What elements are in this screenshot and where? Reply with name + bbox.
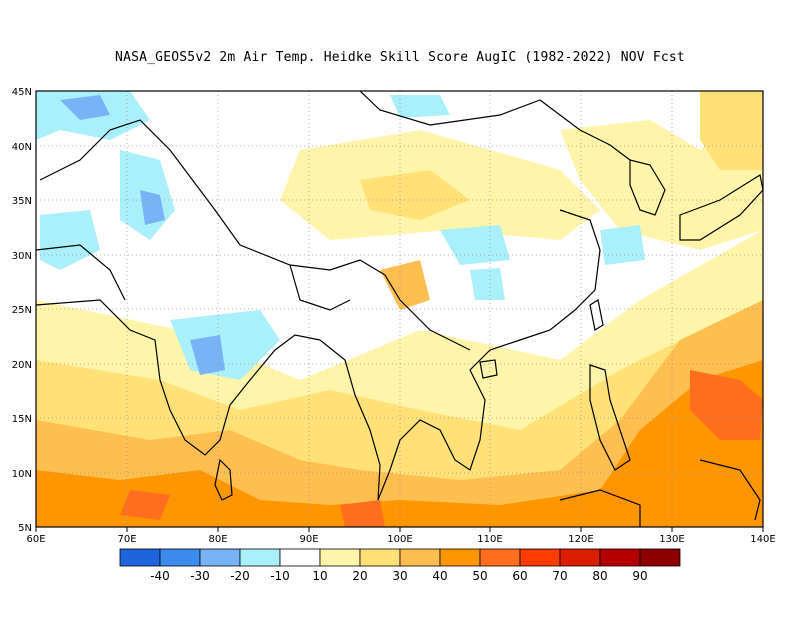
colorbar-swatch [439, 548, 481, 567]
lon-label: 130E [659, 534, 684, 545]
lat-label: 25N [12, 305, 32, 316]
tick-marks [35, 527, 764, 532]
colorbar-swatch [279, 548, 321, 567]
colorbar-swatch [559, 548, 601, 567]
colorbar-label: 90 [632, 569, 647, 583]
colorbar-label: -10 [270, 569, 290, 583]
colorbar-swatch [319, 548, 361, 567]
lon-label: 100E [387, 534, 412, 545]
colorbar-swatch [239, 548, 281, 567]
colorbar: -40 -30 -20 -10 10 20 30 40 50 60 70 80 90 [119, 548, 681, 583]
colorbar-swatch [399, 548, 441, 567]
map-title: NASA_GEOS5v2 2m Air Temp. Heidke Skill S… [115, 50, 685, 65]
lat-label: 15N [12, 414, 32, 425]
lon-label: 90E [299, 534, 318, 545]
colorbar-label: 20 [352, 569, 367, 583]
lat-label: 45N [12, 87, 32, 98]
lon-label: 70E [117, 534, 136, 545]
colorbar-swatch [199, 548, 241, 567]
colorbar-label: 60 [512, 569, 527, 583]
lon-label: 110E [477, 534, 502, 545]
colorbar-label: 70 [552, 569, 567, 583]
colorbar-swatch [599, 548, 641, 567]
colorbar-label: 50 [472, 569, 487, 583]
graticule [36, 91, 763, 527]
colorbar-swatch [159, 548, 201, 567]
colorbar-label: 80 [592, 569, 607, 583]
colorbar-label: 40 [432, 569, 447, 583]
lat-label: 35N [12, 196, 32, 207]
colorbar-label: -40 [150, 569, 170, 583]
colorbar-swatch [119, 548, 161, 567]
coastlines [36, 91, 763, 527]
colorbar-swatch [639, 548, 681, 567]
lon-label: 120E [568, 534, 593, 545]
lon-label: 60E [26, 534, 45, 545]
lat-labels: 5N 10N 15N 20N 25N 30N 35N 40N 45N [12, 87, 32, 534]
lon-labels: 60E 70E 80E 90E 100E 110E 120E 130E 140E [26, 534, 775, 545]
lon-label: 80E [208, 534, 227, 545]
lon-label: 140E [750, 534, 775, 545]
lat-label: 20N [12, 360, 32, 371]
colorbar-label: -20 [230, 569, 250, 583]
lat-label: 30N [12, 251, 32, 262]
lat-label: 5N [18, 523, 32, 534]
colorbar-swatch [519, 548, 561, 567]
colorbar-swatch [479, 548, 521, 567]
colorbar-label: 30 [392, 569, 407, 583]
lat-label: 10N [12, 469, 32, 480]
lat-label: 40N [12, 142, 32, 153]
skill-shading [36, 91, 763, 527]
colorbar-label: -30 [190, 569, 210, 583]
colorbar-label: 10 [312, 569, 327, 583]
colorbar-swatch [359, 548, 401, 567]
